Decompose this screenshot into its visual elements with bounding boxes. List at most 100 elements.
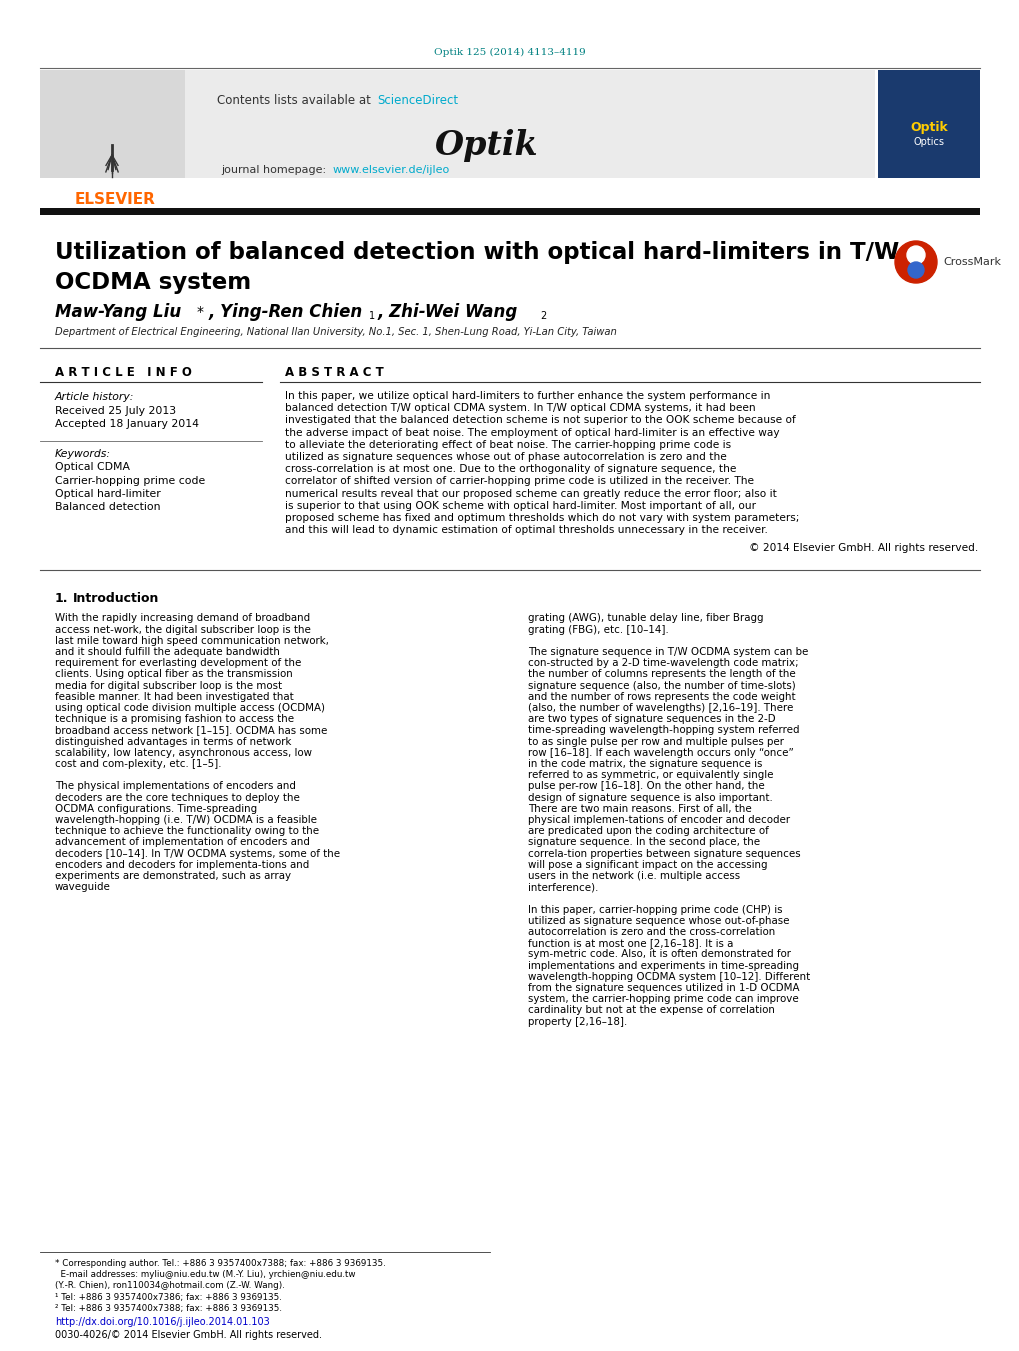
Text: utilized as signature sequences whose out of phase autocorrelation is zero and t: utilized as signature sequences whose ou… <box>284 453 727 462</box>
Text: Utilization of balanced detection with optical hard-limiters in T/W: Utilization of balanced detection with o… <box>55 240 899 263</box>
Text: Department of Electrical Engineering, National Ilan University, No.1, Sec. 1, Sh: Department of Electrical Engineering, Na… <box>55 327 616 336</box>
Text: OCDMA system: OCDMA system <box>55 270 251 293</box>
Text: (Y.-R. Chien), ron110034@hotmail.com (Z.-W. Wang).: (Y.-R. Chien), ron110034@hotmail.com (Z.… <box>55 1282 284 1290</box>
Text: cross-correlation is at most one. Due to the orthogonality of signature sequence: cross-correlation is at most one. Due to… <box>284 465 736 474</box>
Text: feasible manner. It had been investigated that: feasible manner. It had been investigate… <box>55 692 293 701</box>
Text: function is at most one [2,16–18]. It is a: function is at most one [2,16–18]. It is… <box>528 938 733 948</box>
Text: and this will lead to dynamic estimation of optimal thresholds unnecessary in th: and this will lead to dynamic estimation… <box>284 526 767 535</box>
Text: A R T I C L E   I N F O: A R T I C L E I N F O <box>55 366 192 378</box>
Text: advancement of implementation of encoders and: advancement of implementation of encoder… <box>55 838 310 847</box>
Text: ScienceDirect: ScienceDirect <box>377 93 458 107</box>
Text: technique to achieve the functionality owing to the: technique to achieve the functionality o… <box>55 827 319 836</box>
Text: media for digital subscriber loop is the most: media for digital subscriber loop is the… <box>55 681 282 690</box>
Text: wavelength-hopping (i.e. T/W) OCDMA is a feasible: wavelength-hopping (i.e. T/W) OCDMA is a… <box>55 815 317 825</box>
Text: decoders are the core techniques to deploy the: decoders are the core techniques to depl… <box>55 793 300 802</box>
Text: (also, the number of wavelengths) [2,16–19]. There: (also, the number of wavelengths) [2,16–… <box>528 703 793 713</box>
Text: OCDMA configurations. Time-spreading: OCDMA configurations. Time-spreading <box>55 804 257 813</box>
Text: grating (FBG), etc. [10–14].: grating (FBG), etc. [10–14]. <box>528 624 668 635</box>
Text: * Corresponding author. Tel.: +886 3 9357400x7388; fax: +886 3 9369135.: * Corresponding author. Tel.: +886 3 935… <box>55 1259 385 1267</box>
Text: last mile toward high speed communication network,: last mile toward high speed communicatio… <box>55 636 328 646</box>
Text: numerical results reveal that our proposed scheme can greatly reduce the error f: numerical results reveal that our propos… <box>284 489 776 499</box>
Text: to as single pulse per row and multiple pulses per: to as single pulse per row and multiple … <box>528 736 784 747</box>
Text: E-mail addresses: myliu@niu.edu.tw (M.-Y. Liu), yrchien@niu.edu.tw: E-mail addresses: myliu@niu.edu.tw (M.-Y… <box>55 1270 356 1279</box>
Text: In this paper, we utilize optical hard-limiters to further enhance the system pe: In this paper, we utilize optical hard-l… <box>284 390 769 401</box>
Text: http://dx.doi.org/10.1016/j.ijleo.2014.01.103: http://dx.doi.org/10.1016/j.ijleo.2014.0… <box>55 1317 269 1327</box>
Text: Accepted 18 January 2014: Accepted 18 January 2014 <box>55 419 199 430</box>
Text: and it should fulfill the adequate bandwidth: and it should fulfill the adequate bandw… <box>55 647 279 657</box>
Text: implementations and experiments in time-spreading: implementations and experiments in time-… <box>528 961 798 970</box>
Text: Contents lists available at: Contents lists available at <box>217 93 375 107</box>
Bar <box>40 70 874 178</box>
Text: The physical implementations of encoders and: The physical implementations of encoders… <box>55 781 296 792</box>
Text: property [2,16–18].: property [2,16–18]. <box>528 1016 627 1027</box>
Text: cost and com-plexity, etc. [1–5].: cost and com-plexity, etc. [1–5]. <box>55 759 221 769</box>
Text: will pose a significant impact on the accessing: will pose a significant impact on the ac… <box>528 859 766 870</box>
Text: Introduction: Introduction <box>73 592 159 605</box>
Text: The signature sequence in T/W OCDMA system can be: The signature sequence in T/W OCDMA syst… <box>528 647 808 657</box>
Text: , Ying-Ren Chien: , Ying-Ren Chien <box>209 303 363 322</box>
Text: correlator of shifted version of carrier-hopping prime code is utilized in the r: correlator of shifted version of carrier… <box>284 477 753 486</box>
Text: con-structed by a 2-D time-wavelength code matrix;: con-structed by a 2-D time-wavelength co… <box>528 658 798 669</box>
Text: from the signature sequences utilized in 1-D OCDMA: from the signature sequences utilized in… <box>528 984 799 993</box>
Text: pulse per-row [16–18]. On the other hand, the: pulse per-row [16–18]. On the other hand… <box>528 781 764 792</box>
Text: decoders [10–14]. In T/W OCDMA systems, some of the: decoders [10–14]. In T/W OCDMA systems, … <box>55 848 339 859</box>
Text: CrossMark: CrossMark <box>943 257 1000 267</box>
Text: Optical CDMA: Optical CDMA <box>55 462 129 471</box>
Text: proposed scheme has fixed and optimum thresholds which do not vary with system p: proposed scheme has fixed and optimum th… <box>284 513 799 523</box>
Text: physical implemen-tations of encoder and decoder: physical implemen-tations of encoder and… <box>528 815 790 825</box>
Text: time-spreading wavelength-hopping system referred: time-spreading wavelength-hopping system… <box>528 725 799 735</box>
Text: *: * <box>197 305 204 319</box>
Text: design of signature sequence is also important.: design of signature sequence is also imp… <box>528 793 772 802</box>
Text: Article history:: Article history: <box>55 392 135 403</box>
Text: access net-work, the digital subscriber loop is the: access net-work, the digital subscriber … <box>55 624 311 635</box>
Text: sym-metric code. Also, it is often demonstrated for: sym-metric code. Also, it is often demon… <box>528 950 790 959</box>
Text: technique is a promising fashion to access the: technique is a promising fashion to acce… <box>55 715 293 724</box>
Text: autocorrelation is zero and the cross-correlation: autocorrelation is zero and the cross-co… <box>528 927 774 938</box>
Text: Optik 125 (2014) 4113–4119: Optik 125 (2014) 4113–4119 <box>434 47 585 57</box>
Text: system, the carrier-hopping prime code can improve: system, the carrier-hopping prime code c… <box>528 994 798 1004</box>
Text: Optics: Optics <box>913 136 944 147</box>
Bar <box>877 70 979 178</box>
Circle shape <box>907 262 923 278</box>
Text: grating (AWG), tunable delay line, fiber Bragg: grating (AWG), tunable delay line, fiber… <box>528 613 763 623</box>
Circle shape <box>906 246 924 263</box>
Text: to alleviate the deteriorating effect of beat noise. The carrier-hopping prime c: to alleviate the deteriorating effect of… <box>284 440 731 450</box>
Text: www.elsevier.de/ijleo: www.elsevier.de/ijleo <box>332 165 449 176</box>
Text: in the code matrix, the signature sequence is: in the code matrix, the signature sequen… <box>528 759 761 769</box>
Text: Optical hard-limiter: Optical hard-limiter <box>55 489 161 499</box>
Text: Received 25 July 2013: Received 25 July 2013 <box>55 407 176 416</box>
Text: utilized as signature sequence whose out-of-phase: utilized as signature sequence whose out… <box>528 916 789 925</box>
Text: requirement for everlasting development of the: requirement for everlasting development … <box>55 658 301 669</box>
Text: ELSEVIER: ELSEVIER <box>75 192 156 208</box>
Text: 0030-4026/© 2014 Elsevier GmbH. All rights reserved.: 0030-4026/© 2014 Elsevier GmbH. All righ… <box>55 1329 322 1340</box>
Text: investigated that the balanced detection scheme is not superior to the OOK schem: investigated that the balanced detection… <box>284 415 795 426</box>
Text: the adverse impact of beat noise. The employment of optical hard-limiter is an e: the adverse impact of beat noise. The em… <box>284 428 779 438</box>
Text: 2: 2 <box>539 311 546 322</box>
Text: referred to as symmetric, or equivalently single: referred to as symmetric, or equivalentl… <box>528 770 772 780</box>
Text: © 2014 Elsevier GmbH. All rights reserved.: © 2014 Elsevier GmbH. All rights reserve… <box>748 543 977 554</box>
Text: Optik: Optik <box>909 122 947 135</box>
Text: are predicated upon the coding architecture of: are predicated upon the coding architect… <box>528 827 768 836</box>
Text: wavelength-hopping OCDMA system [10–12]. Different: wavelength-hopping OCDMA system [10–12].… <box>528 971 809 982</box>
Bar <box>40 208 979 215</box>
Text: ¹ Tel: +886 3 9357400x7386; fax: +886 3 9369135.: ¹ Tel: +886 3 9357400x7386; fax: +886 3 … <box>55 1293 281 1302</box>
Text: Carrier-hopping prime code: Carrier-hopping prime code <box>55 476 205 485</box>
Text: 1.: 1. <box>55 592 68 605</box>
Text: There are two main reasons. First of all, the: There are two main reasons. First of all… <box>528 804 751 813</box>
Text: journal homepage:: journal homepage: <box>221 165 330 176</box>
Text: A B S T R A C T: A B S T R A C T <box>284 366 383 378</box>
Text: 1: 1 <box>369 311 375 322</box>
Text: Optik: Optik <box>435 128 538 162</box>
Text: Maw-Yang Liu: Maw-Yang Liu <box>55 303 181 322</box>
Text: are two types of signature sequences in the 2-D: are two types of signature sequences in … <box>528 715 774 724</box>
Text: users in the network (i.e. multiple access: users in the network (i.e. multiple acce… <box>528 871 740 881</box>
Text: signature sequence. In the second place, the: signature sequence. In the second place,… <box>528 838 759 847</box>
Text: With the rapidly increasing demand of broadband: With the rapidly increasing demand of br… <box>55 613 310 623</box>
Text: using optical code division multiple access (OCDMA): using optical code division multiple acc… <box>55 703 325 713</box>
Text: In this paper, carrier-hopping prime code (CHP) is: In this paper, carrier-hopping prime cod… <box>528 905 782 915</box>
Text: distinguished advantages in terms of network: distinguished advantages in terms of net… <box>55 736 291 747</box>
Text: clients. Using optical fiber as the transmission: clients. Using optical fiber as the tran… <box>55 669 292 680</box>
Text: row [16–18]. If each wavelength occurs only “once”: row [16–18]. If each wavelength occurs o… <box>528 748 793 758</box>
Text: interference).: interference). <box>528 882 598 892</box>
Text: ² Tel: +886 3 9357400x7388; fax: +886 3 9369135.: ² Tel: +886 3 9357400x7388; fax: +886 3 … <box>55 1305 281 1313</box>
